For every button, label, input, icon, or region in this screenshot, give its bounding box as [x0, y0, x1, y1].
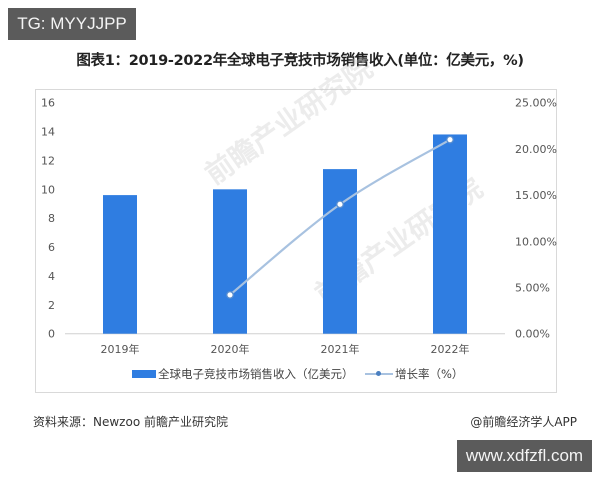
line-marker-swatch-icon [365, 371, 393, 376]
line-marker [446, 135, 454, 144]
x-tick-label: 2022年 [431, 342, 470, 356]
y-tick-label: 10 [41, 183, 55, 196]
x-axis-labels: 2019年 2020年 2021年 2022年 [101, 342, 470, 356]
legend-label: 增长率（%） [395, 367, 464, 381]
y-tick-label: 2 [48, 299, 55, 312]
y2-tick-label: 10.00% [515, 235, 557, 248]
y2-tick-label: 0.00% [515, 328, 550, 341]
credit-note: @前瞻经济学人APP [470, 415, 577, 429]
bar [103, 195, 137, 334]
chart-title: 图表1：2019-2022年全球电子竞技市场销售收入(单位：亿美元，%) [76, 53, 524, 69]
chart-legend: 全球电子竞技市场销售收入（亿美元） 增长率（%） [0, 366, 600, 382]
y-tick-label: 8 [48, 212, 55, 225]
bar-swatch-icon [132, 370, 156, 378]
y2-tick-label: 5.00% [515, 282, 550, 295]
site-watermark-badge: www.xdfzfl.com [457, 440, 592, 472]
growth-line-series [226, 135, 454, 299]
telegram-watermark-badge: TG: MYYJJPP [8, 8, 136, 40]
bar [433, 134, 467, 334]
y-tick-label: 14 [41, 126, 55, 139]
bar [213, 189, 247, 334]
right-y-axis: 0.00% 5.00% 10.00% 15.00% 20.00% 25.00% [515, 97, 557, 341]
x-tick-label: 2021年 [321, 342, 360, 356]
source-note: 资料来源：Newzoo 前瞻产业研究院 [33, 415, 228, 429]
y2-tick-label: 15.00% [515, 189, 557, 202]
y-tick-label: 4 [48, 270, 55, 283]
y-tick-label: 6 [48, 241, 55, 254]
bar [323, 169, 357, 334]
x-tick-label: 2019年 [101, 342, 140, 356]
x-tick-label: 2020年 [211, 342, 250, 356]
legend-label: 全球电子竞技市场销售收入（亿美元） [158, 367, 354, 381]
line-marker [226, 291, 234, 299]
legend-item-revenue: 全球电子竞技市场销售收入（亿美元） [132, 366, 354, 382]
y-tick-label: 12 [41, 154, 55, 167]
y-tick-label: 0 [48, 328, 55, 341]
y2-tick-label: 25.00% [515, 97, 557, 110]
bar-series [103, 134, 467, 334]
chart-plot: 0 2 4 6 8 10 12 14 16 0.00% 5.00% 10.00% 15.00% 20.0… [41, 97, 557, 356]
line-marker [336, 200, 344, 209]
y2-tick-label: 20.00% [515, 143, 557, 156]
legend-item-growth: 增长率（%） [365, 366, 463, 382]
y-tick-label: 16 [41, 97, 55, 110]
left-y-axis: 0 2 4 6 8 10 12 14 16 [41, 97, 55, 341]
